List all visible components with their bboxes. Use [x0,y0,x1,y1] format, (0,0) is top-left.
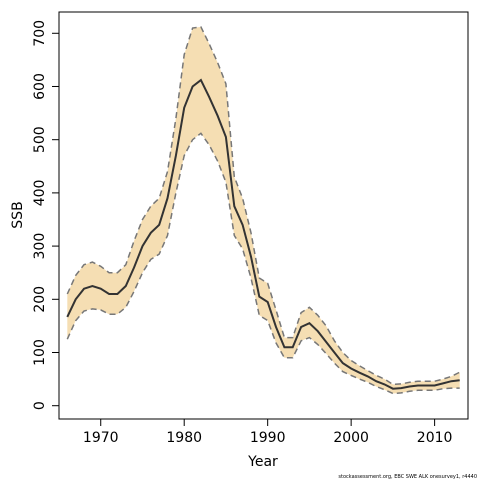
x-tick-label: 2010 [417,430,453,446]
y-axis: 0 100 200 300 400 500 600 700 [32,20,59,410]
y-tick-label: 100 [32,339,48,366]
x-tick-label: 1990 [250,430,286,446]
x-tick-label: 1980 [166,430,202,446]
y-axis-label: SSB [10,201,26,228]
x-tick-label: 2000 [333,430,369,446]
band-layer [67,26,460,394]
plot-frame [58,11,469,420]
x-tick-label: 1970 [83,430,119,446]
y-tick-label: 0 [32,401,48,410]
y-tick-label: 600 [32,73,48,100]
y-tick-label: 400 [32,180,48,207]
ssb-estimate-line [66,78,460,390]
y-tick-label: 500 [32,126,48,153]
lower-ci-line [66,132,460,395]
upper-ci-line [66,26,461,386]
credit-text: stockassessment.org, EBC SWE ALK onesurv… [338,474,477,480]
lines-layer [66,26,461,395]
x-axis-label: Year [247,454,278,470]
x-axis: 1970 1980 1990 2000 2010 [83,419,453,446]
y-tick-label: 200 [32,286,48,313]
y-tick-label: 300 [32,233,48,260]
y-tick-label: 700 [32,20,48,47]
confidence-band [67,26,460,394]
